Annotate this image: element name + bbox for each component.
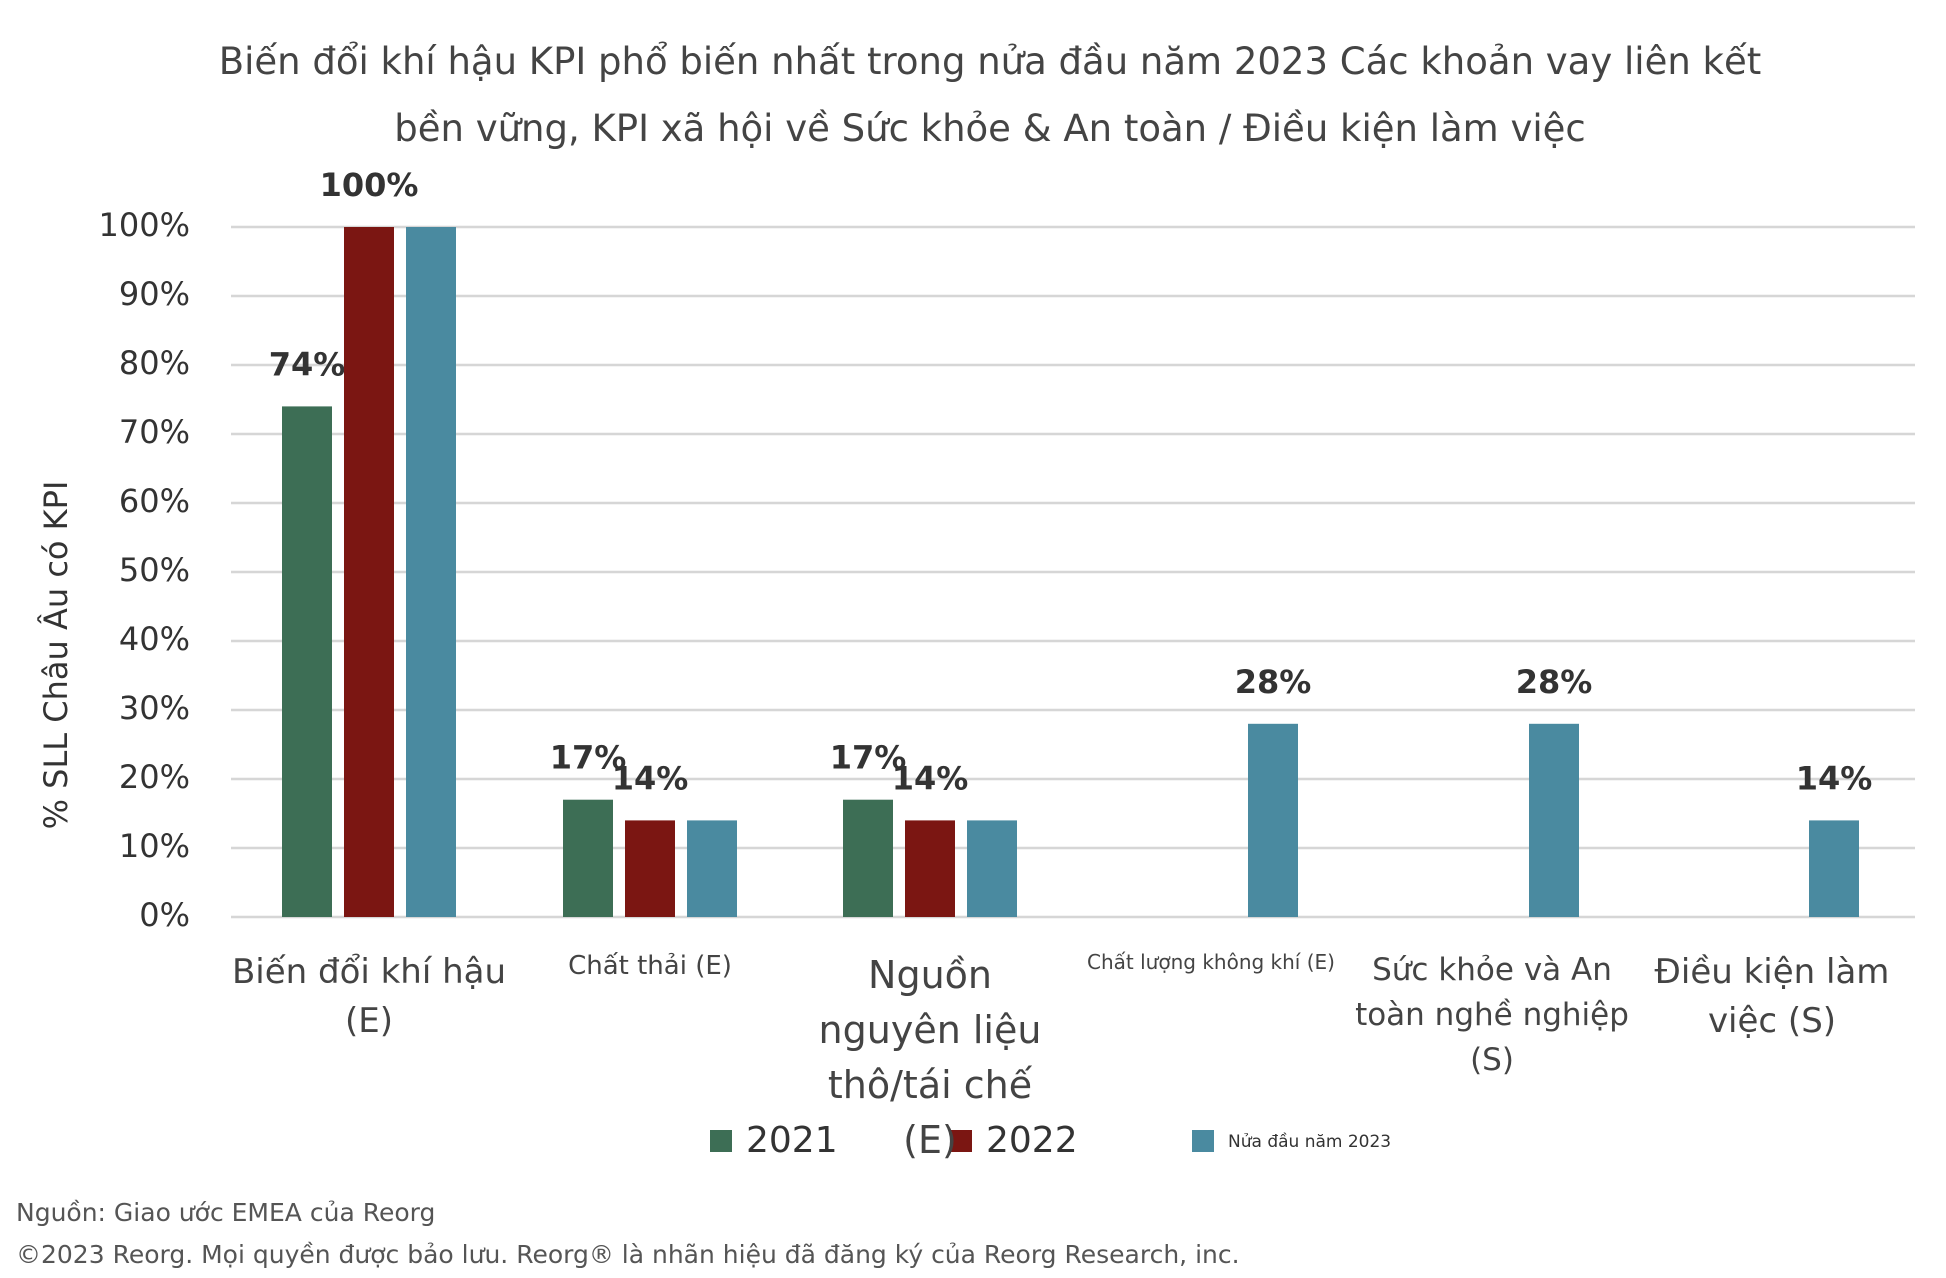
bar: [967, 820, 1017, 917]
bar: [344, 227, 394, 917]
bar: [406, 227, 456, 917]
y-tick-label: 90%: [119, 275, 190, 313]
y-tick-label: 80%: [119, 344, 190, 382]
y-tick-label: 50%: [119, 551, 190, 589]
legend-swatch: [710, 1130, 732, 1152]
x-tick-label: Sức khỏe và An toàn nghề nghiệp (S): [1355, 952, 1629, 1078]
bar: [843, 799, 893, 917]
data-label: 100%: [320, 166, 419, 204]
data-label: 14%: [892, 759, 969, 797]
data-label: 74%: [269, 345, 346, 383]
data-label: 14%: [612, 759, 689, 797]
bar: [905, 820, 955, 917]
x-tick-label: Chất lượng không khí (E): [1087, 950, 1335, 974]
bar: [687, 820, 737, 917]
chart-title: Biến đổi khí hậu KPI phổ biến nhất trong…: [218, 40, 1762, 150]
y-tick-label: 0%: [139, 896, 190, 934]
y-tick-label: 40%: [119, 620, 190, 658]
bar: [563, 799, 613, 917]
x-tick-label: Biến đổi khí hậu (E): [231, 952, 507, 1042]
y-axis-label: % SLL Châu Âu có KPI: [37, 481, 75, 830]
legend-label: 2021: [746, 1120, 838, 1161]
y-tick-label: 100%: [99, 206, 190, 244]
bar: [1529, 723, 1579, 917]
y-tick-label: 30%: [119, 689, 190, 727]
data-label: 17%: [830, 739, 907, 777]
source: Nguồn: Giao ước EMEA của Reorg: [16, 1198, 436, 1227]
data-label: 14%: [1796, 759, 1873, 797]
x-tick-label: Điều kiện làm việc (S): [1654, 952, 1890, 1042]
legend-swatch: [950, 1130, 972, 1152]
data-label: 28%: [1235, 663, 1312, 701]
x-tick-label: Nguồn nguyên liệu thô/tái chế (E): [818, 953, 1042, 1163]
legend-label: Nửa đầu năm 2023: [1228, 1131, 1391, 1152]
bar: [1248, 723, 1298, 917]
y-tick-label: 60%: [119, 482, 190, 520]
bar: [1809, 820, 1859, 917]
x-tick-label: Chất thải (E): [568, 951, 732, 981]
data-label: 17%: [550, 739, 627, 777]
bar: [625, 820, 675, 917]
y-tick-label: 20%: [119, 758, 190, 796]
y-tick-label: 10%: [119, 827, 190, 865]
legend-swatch: [1192, 1130, 1214, 1152]
data-label: 28%: [1516, 663, 1593, 701]
legend-label: 2022: [986, 1120, 1078, 1161]
bar: [282, 406, 332, 917]
copyright: ©2023 Reorg. Mọi quyền được bảo lưu. Reo…: [16, 1240, 1240, 1269]
y-tick-label: 70%: [119, 413, 190, 451]
